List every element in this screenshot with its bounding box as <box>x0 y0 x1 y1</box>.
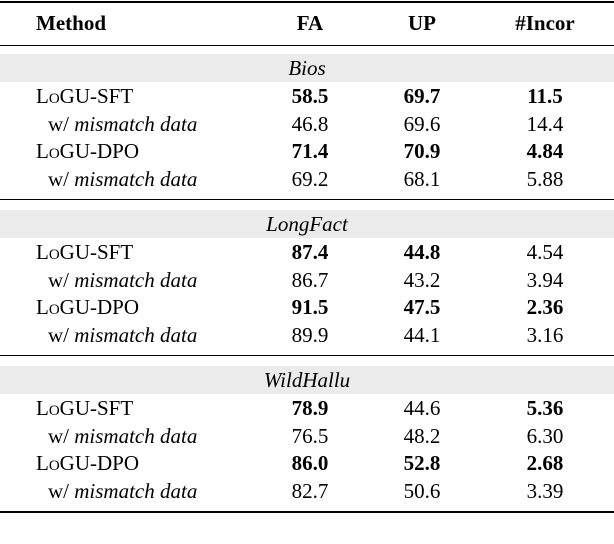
method-prefix: w/ <box>48 267 69 292</box>
section-band <box>0 54 614 82</box>
value-cell: 50.6 <box>403 478 441 503</box>
method-cell: w/ mismatch data <box>48 322 197 348</box>
top-rule <box>0 1 614 3</box>
method-variant: mismatch data <box>74 478 198 503</box>
method-prefix: w/ <box>48 423 69 448</box>
value-cell: 43.2 <box>403 267 441 292</box>
method-variant: mismatch data <box>74 322 198 347</box>
section-title: WildHallu <box>263 368 351 392</box>
section-rule <box>0 511 614 513</box>
value-cell: 69.6 <box>403 111 441 136</box>
method-prefix: w/ <box>48 478 69 503</box>
method-cell: w/ mismatch data <box>48 267 197 293</box>
section-rule <box>0 355 614 356</box>
section-title: Bios <box>288 56 326 80</box>
section-band <box>0 210 614 238</box>
method-prefix: w/ <box>48 166 69 191</box>
header-cell: Method <box>36 11 106 35</box>
value-cell: 86.0 <box>291 451 329 475</box>
method-variant: mismatch data <box>74 267 198 292</box>
value-cell: 5.36 <box>526 396 564 420</box>
method-cell: LoGU-SFT <box>36 240 134 264</box>
header-cell: UP <box>408 11 436 35</box>
method-variant: mismatch data <box>74 423 198 448</box>
section-title: LongFact <box>266 212 348 236</box>
value-cell: 78.9 <box>291 396 329 420</box>
method-cell: LoGU-DPO <box>36 295 139 319</box>
method-cell: LoGU-DPO <box>36 451 139 475</box>
value-cell: 4.54 <box>526 240 564 264</box>
value-cell: 44.8 <box>403 240 441 264</box>
section-rule <box>0 199 614 200</box>
value-cell: 48.2 <box>403 423 441 448</box>
value-cell: 91.5 <box>291 295 329 319</box>
value-cell: 70.9 <box>403 139 441 163</box>
value-cell: 86.7 <box>291 267 329 292</box>
value-cell: 3.39 <box>526 478 564 503</box>
method-cell: w/ mismatch data <box>48 423 197 449</box>
value-cell: 76.5 <box>291 423 329 448</box>
value-cell: 87.4 <box>291 240 329 264</box>
method-prefix: w/ <box>48 111 69 136</box>
method-cell: LoGU-SFT <box>36 396 134 420</box>
value-cell: 44.6 <box>403 396 441 420</box>
value-cell: 68.1 <box>403 166 441 191</box>
value-cell: 69.2 <box>291 166 329 191</box>
value-cell: 3.16 <box>526 322 564 347</box>
method-cell: w/ mismatch data <box>48 166 197 192</box>
value-cell: 6.30 <box>526 423 564 448</box>
value-cell: 71.4 <box>291 139 329 163</box>
value-cell: 46.8 <box>291 111 329 136</box>
value-cell: 44.1 <box>403 322 441 347</box>
method-cell: LoGU-DPO <box>36 139 139 163</box>
value-cell: 82.7 <box>291 478 329 503</box>
value-cell: 11.5 <box>527 84 563 108</box>
section-band <box>0 366 614 394</box>
method-cell: w/ mismatch data <box>48 478 197 504</box>
method-variant: mismatch data <box>74 166 198 191</box>
value-cell: 5.88 <box>526 166 564 191</box>
value-cell: 2.68 <box>526 451 564 475</box>
method-prefix: w/ <box>48 322 69 347</box>
method-cell: LoGU-SFT <box>36 84 134 108</box>
value-cell: 69.7 <box>403 84 441 108</box>
value-cell: 2.36 <box>526 295 564 319</box>
method-variant: mismatch data <box>74 111 198 136</box>
value-cell: 52.8 <box>403 451 441 475</box>
header-rule <box>0 45 614 46</box>
value-cell: 89.9 <box>291 322 329 347</box>
header-cell: #Incor <box>515 11 575 35</box>
value-cell: 14.4 <box>526 111 564 136</box>
header-cell: FA <box>296 11 324 35</box>
value-cell: 47.5 <box>403 295 441 319</box>
value-cell: 4.84 <box>526 139 564 163</box>
value-cell: 3.94 <box>526 267 564 292</box>
value-cell: 58.5 <box>291 84 329 108</box>
method-cell: w/ mismatch data <box>48 111 197 137</box>
